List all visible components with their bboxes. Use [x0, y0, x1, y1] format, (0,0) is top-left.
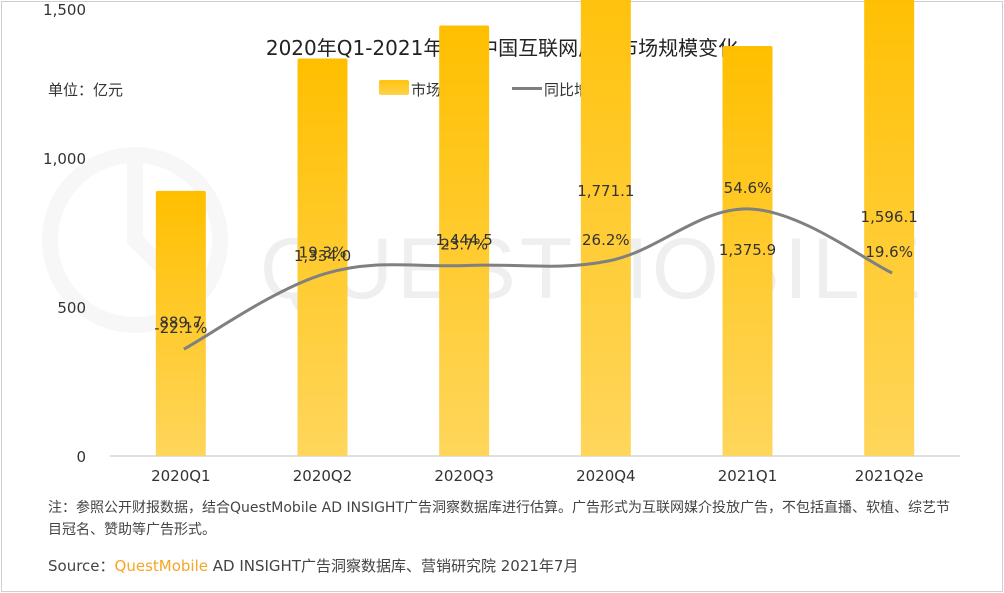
growth-rate-label: 54.6% [724, 179, 772, 197]
y-tick-label: 1,500 [43, 1, 86, 19]
growth-rate-label: 26.2% [582, 231, 630, 249]
bar [580, 0, 631, 456]
bar [155, 190, 206, 457]
y-tick-label: 500 [57, 299, 86, 317]
x-tick-label: 2020Q3 [434, 467, 494, 485]
unit-label: 单位：亿元 [48, 81, 124, 99]
x-tick-label: 2021Q2e [855, 467, 924, 485]
bar-value-label: 1,771.1 [577, 182, 634, 200]
x-tick-label: 2020Q1 [151, 467, 211, 485]
growth-rate-label: -22.1% [154, 319, 207, 337]
chart-title: 2020年Q1-2021年Q2 中国互联网广告市场规模变化 [265, 36, 739, 60]
growth-rate-label: 19.6% [865, 243, 913, 261]
source-rest: AD INSIGHT广告洞察数据库、营销研究院 2021年7月 [207, 557, 579, 575]
footnote: 注：参照公开财报数据，结合QuestMobile AD INSIGHT广告洞察数… [48, 500, 951, 538]
x-tick-label: 2020Q4 [576, 467, 636, 485]
bar [439, 25, 490, 456]
bar-value-label: 1,444.5 [436, 231, 493, 249]
growth-rate-line [183, 207, 893, 351]
bar-value-label: 889.7 [159, 313, 202, 331]
bar-value-label: 1,334.0 [294, 247, 351, 265]
legend-bar-swatch [379, 80, 409, 95]
bar [864, 0, 915, 456]
growth-rate-label: 23.7% [440, 235, 488, 253]
source-line: Source：QuestMobile AD INSIGHT广告洞察数据库、营销研… [48, 555, 578, 576]
x-tick-label: 2021Q1 [718, 467, 778, 485]
x-tick-label: 2020Q2 [293, 467, 353, 485]
legend-line-swatch [512, 87, 542, 90]
bar-value-label: 1,375.9 [719, 241, 776, 259]
y-tick-label: 1,000 [43, 150, 86, 168]
growth-rate-label: 19.3% [299, 244, 347, 262]
bar-value-label: 1,596.1 [861, 208, 918, 226]
bar [297, 58, 348, 457]
source-brand: QuestMobile [114, 557, 208, 575]
y-tick-label: 0 [76, 448, 86, 466]
bar [722, 45, 773, 456]
source-prefix: Source： [48, 557, 115, 575]
